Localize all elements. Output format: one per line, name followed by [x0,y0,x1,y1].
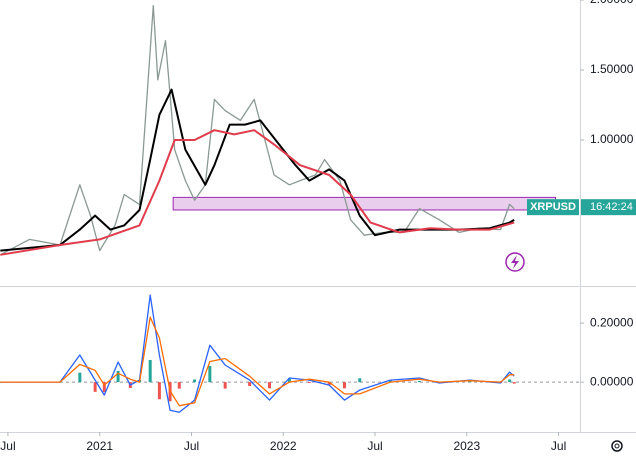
series-line [0,129,515,256]
histogram-bar [358,378,362,383]
alert-bolt [511,255,519,269]
histogram-bar [327,382,331,386]
histogram-bar [93,382,97,392]
countdown-tag [581,199,636,216]
series-line [0,88,515,252]
histogram-bar [223,382,227,389]
symbol-label: XRPUSD [530,201,576,213]
histogram-bar [102,382,106,393]
y-tick-label: 2.00000 [590,0,634,6]
histogram-bar [307,382,311,384]
histogram-bar [388,380,392,383]
countdown-label: 16:42:24 [590,201,633,213]
histogram-bar [287,378,291,383]
histogram-bar [508,379,512,383]
gear-center [614,443,620,449]
histogram-bar [342,382,346,389]
x-tick-label: 2023 [453,439,480,453]
x-tick-label: 2021 [86,439,113,453]
price-zone [172,196,557,211]
histogram-bar [248,382,252,386]
histogram-bar [193,379,197,383]
histogram-bar [512,382,516,384]
x-tick-label: Jul [551,439,566,453]
histogram-bar [148,360,152,383]
y-tick-label: 1.50000 [590,62,634,76]
histogram-bar [177,382,181,389]
alert-icon[interactable] [505,252,525,272]
histogram-bar [78,372,82,383]
symbol-tag [527,199,579,216]
settings-icon[interactable] [611,440,623,452]
histogram-bar [268,382,272,389]
y-tick-label: 0.00000 [590,374,634,388]
x-tick-label: Jul [367,439,382,453]
histogram-bar [116,370,120,383]
histogram-bar [208,365,212,383]
gear [611,440,623,452]
x-tick-label: Jul [184,439,199,453]
alert-circle [505,252,525,272]
x-tick-label: 2022 [270,439,297,453]
y-tick-label: 1.00000 [590,132,634,146]
histogram-bar [417,380,421,383]
histogram-bar [157,382,161,400]
series-line [0,316,515,407]
y-tick-label: 0.20000 [590,315,634,329]
histogram-bar [468,381,472,383]
x-tick-label: Jul [0,439,15,453]
series-line [0,4,515,256]
